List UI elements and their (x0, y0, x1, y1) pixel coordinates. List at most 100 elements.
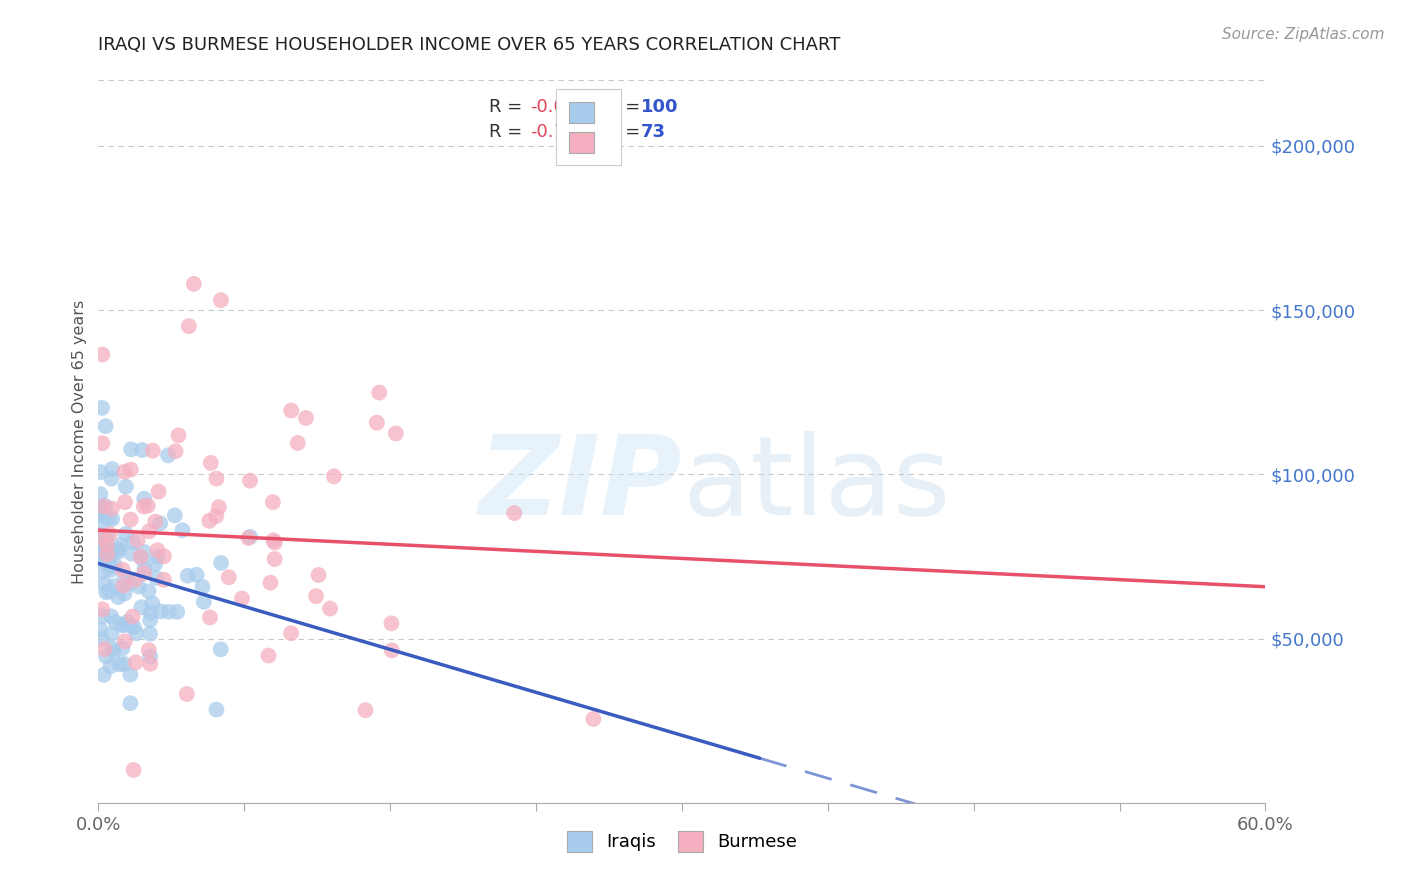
Point (319, 601, 342, 615)
Y-axis label: Householder Income Over 65 years: Householder Income Over 65 years (72, 300, 87, 583)
Point (101, 462, 124, 476)
Point (163, 508, 186, 523)
Point (183, 277, 205, 291)
Point (111, 618, 134, 632)
Point (139, 626, 162, 640)
Point (264, 535, 287, 549)
Point (120, 696, 142, 710)
Point (138, 643, 160, 657)
Point (101, 501, 124, 516)
Text: IRAQI VS BURMESE HOUSEHOLDER INCOME OVER 65 YEARS CORRELATION CHART: IRAQI VS BURMESE HOUSEHOLDER INCOME OVER… (98, 36, 841, 54)
Point (114, 586, 136, 600)
Point (322, 469, 344, 483)
Point (115, 527, 138, 541)
Point (103, 544, 125, 558)
Point (136, 499, 159, 513)
Point (131, 550, 153, 565)
Point (193, 595, 215, 609)
Point (200, 456, 222, 470)
Point (94, 557, 117, 571)
Point (100, 627, 122, 641)
Point (120, 442, 142, 457)
Point (280, 403, 302, 417)
Point (89, 465, 111, 479)
Point (121, 609, 143, 624)
Point (368, 385, 391, 400)
Text: atlas: atlas (682, 432, 950, 539)
Text: R =: R = (489, 98, 523, 116)
Point (114, 634, 136, 648)
Point (112, 617, 135, 632)
Point (157, 449, 180, 463)
Point (176, 687, 198, 701)
Point (238, 531, 260, 545)
Point (98, 549, 121, 563)
Point (157, 605, 180, 619)
Point (132, 500, 155, 514)
Point (142, 443, 165, 458)
Point (100, 563, 122, 577)
Point (149, 516, 172, 531)
Point (107, 541, 129, 556)
Point (103, 579, 125, 593)
Point (93, 539, 115, 553)
Point (172, 523, 194, 537)
Point (205, 703, 228, 717)
Point (91, 500, 114, 514)
Point (209, 642, 232, 657)
Point (90, 632, 112, 646)
Point (93, 545, 115, 559)
Point (90, 545, 112, 559)
Point (112, 578, 135, 592)
Point (100, 609, 122, 624)
Point (125, 626, 148, 640)
Point (93, 668, 115, 682)
Point (132, 566, 155, 581)
Point (354, 703, 377, 717)
Point (125, 656, 148, 670)
Point (112, 657, 135, 671)
Point (100, 559, 122, 574)
Point (208, 500, 231, 515)
Point (107, 544, 129, 558)
Point (134, 491, 156, 506)
Point (186, 567, 208, 582)
Point (93, 577, 115, 591)
Point (121, 535, 143, 549)
Point (98, 584, 121, 599)
Point (218, 570, 240, 584)
Point (381, 643, 404, 657)
Point (118, 576, 141, 591)
Point (262, 495, 284, 509)
Point (91, 401, 114, 415)
Text: N =: N = (606, 98, 640, 116)
Point (209, 293, 232, 308)
Point (91, 602, 114, 616)
Point (280, 626, 302, 640)
Point (177, 319, 200, 334)
Point (134, 562, 156, 576)
Point (148, 484, 170, 499)
Point (139, 606, 162, 620)
Point (205, 508, 228, 523)
Point (143, 515, 166, 529)
Point (89, 623, 111, 637)
Point (114, 465, 136, 479)
Point (305, 589, 328, 603)
Point (138, 584, 160, 599)
Point (104, 558, 127, 573)
Point (94, 419, 117, 434)
Point (127, 533, 149, 548)
Point (166, 605, 188, 619)
Point (91, 436, 114, 450)
Point (98, 527, 121, 541)
Point (503, 506, 526, 520)
Point (93, 642, 115, 657)
Point (100, 471, 122, 485)
Point (114, 495, 136, 509)
Point (91, 348, 114, 362)
Point (139, 613, 162, 627)
Point (263, 552, 285, 566)
Point (259, 575, 281, 590)
Point (94, 500, 117, 514)
